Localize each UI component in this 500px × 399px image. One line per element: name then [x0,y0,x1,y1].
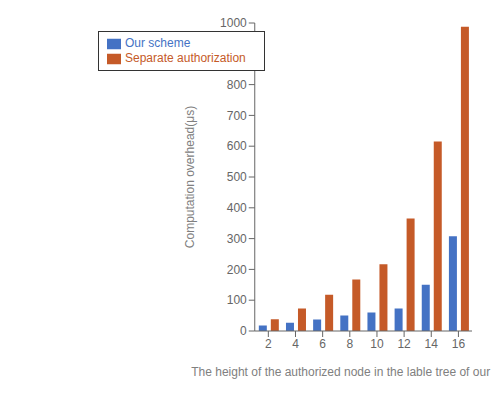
svg-text:6: 6 [319,337,326,351]
svg-text:700: 700 [227,109,247,123]
svg-text:The height of the authorized n: The height of the authorized node in the… [191,365,492,379]
svg-text:4: 4 [292,337,299,351]
svg-text:800: 800 [227,78,247,92]
svg-text:10: 10 [370,337,384,351]
svg-text:16: 16 [452,337,466,351]
svg-text:300: 300 [227,232,247,246]
svg-text:100: 100 [227,293,247,307]
svg-text:500: 500 [227,170,247,184]
svg-text:8: 8 [346,337,353,351]
svg-text:1000: 1000 [220,16,247,30]
svg-text:14: 14 [425,337,439,351]
svg-text:600: 600 [227,139,247,153]
svg-text:200: 200 [227,263,247,277]
svg-text:900: 900 [227,47,247,61]
svg-text:0: 0 [240,324,247,338]
svg-text:12: 12 [397,337,411,351]
svg-text:2: 2 [265,337,272,351]
svg-text:Computation overhead(μs): Computation overhead(μs) [183,106,197,248]
svg-text:400: 400 [227,201,247,215]
